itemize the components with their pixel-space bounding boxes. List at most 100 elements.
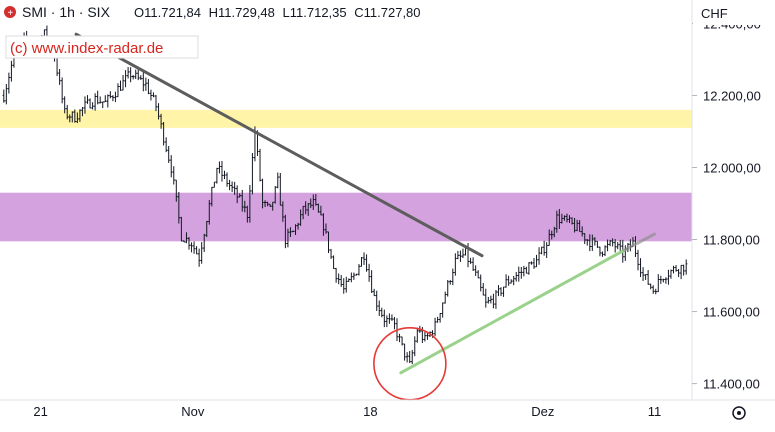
candle (246, 205, 249, 223)
candle (271, 201, 274, 211)
candle (644, 274, 647, 280)
candle (684, 259, 688, 275)
close-value: 11.727,80 (364, 5, 421, 20)
candle (535, 254, 538, 268)
candle (522, 265, 526, 277)
time-tick-label: Nov (181, 404, 205, 419)
candle (540, 246, 543, 255)
candle (7, 72, 11, 94)
uptrend-extension-line[interactable] (622, 232, 656, 252)
candle (606, 239, 609, 252)
candle (88, 98, 92, 109)
candle (235, 185, 239, 204)
candle (357, 264, 361, 276)
candle (220, 160, 224, 182)
candle (276, 172, 279, 189)
support-band (0, 192, 692, 242)
candle (416, 327, 419, 343)
candle (339, 274, 343, 287)
candle (436, 316, 439, 323)
candle (304, 201, 307, 215)
candle (114, 91, 117, 103)
settings-gear-icon[interactable] (732, 406, 746, 420)
high-label: H (209, 5, 218, 20)
candle (213, 181, 216, 188)
candle (208, 200, 211, 225)
candle (378, 300, 381, 316)
candle (111, 95, 115, 102)
candle (266, 201, 269, 207)
candle (517, 266, 520, 282)
candle (159, 113, 163, 129)
candle (210, 186, 214, 207)
candle (322, 213, 325, 236)
candle (502, 286, 505, 297)
symbol-legend[interactable]: + SMI · 1h · SIX O11.721,84 H11.729,48 L… (4, 4, 421, 20)
candle (352, 272, 356, 280)
candle (545, 242, 548, 259)
candle (586, 239, 589, 246)
candle (362, 252, 366, 265)
currency-label[interactable]: CHF (701, 6, 728, 21)
candle (63, 96, 66, 114)
candle (274, 186, 277, 204)
uptrend-line[interactable] (399, 248, 626, 375)
candle (307, 203, 310, 216)
candle (426, 331, 429, 340)
candle (192, 241, 196, 254)
candle (649, 283, 652, 290)
time-axis[interactable]: 21 Nov 18 Dez 11 (33, 404, 661, 419)
candle (563, 215, 566, 221)
candle (672, 265, 675, 274)
candle (479, 274, 482, 292)
candle (548, 229, 551, 247)
candle (565, 213, 569, 223)
candle (345, 276, 348, 293)
candle (413, 336, 416, 357)
candle (2, 89, 6, 103)
candle (215, 167, 219, 184)
candle (403, 343, 406, 361)
candle (573, 217, 576, 233)
candle (294, 224, 297, 236)
candle (461, 248, 465, 259)
candle (296, 222, 300, 230)
watermark-box (5, 35, 199, 59)
candle (611, 238, 614, 247)
candle (441, 302, 444, 318)
price-tick-label: 12.200,00 (703, 88, 761, 103)
candle (515, 271, 518, 282)
candle (652, 285, 655, 294)
candle (86, 95, 89, 104)
candle (682, 264, 685, 276)
candle (375, 290, 378, 311)
candle (129, 67, 132, 83)
candle (200, 242, 203, 264)
candle (101, 101, 104, 109)
candle (167, 146, 170, 163)
candle (504, 274, 508, 288)
candle (482, 282, 485, 296)
candle (575, 219, 579, 232)
candle (116, 83, 120, 98)
open-value: 11.721,84 (144, 5, 201, 20)
symbol-title[interactable]: SMI · 1h · SIX (22, 4, 111, 20)
candle (570, 217, 574, 225)
currency-selector[interactable]: CHF (693, 1, 773, 25)
candle (367, 263, 371, 282)
candle (560, 213, 564, 224)
candle (497, 285, 500, 297)
candle (241, 189, 244, 212)
candle (162, 121, 165, 146)
candle (400, 336, 404, 346)
candle (314, 193, 318, 206)
candle (654, 288, 657, 295)
candle (641, 267, 645, 281)
candle (93, 93, 97, 111)
low-label: L (283, 5, 290, 20)
candle (380, 307, 383, 318)
downtrend-line[interactable] (74, 32, 484, 258)
candle (182, 240, 186, 243)
